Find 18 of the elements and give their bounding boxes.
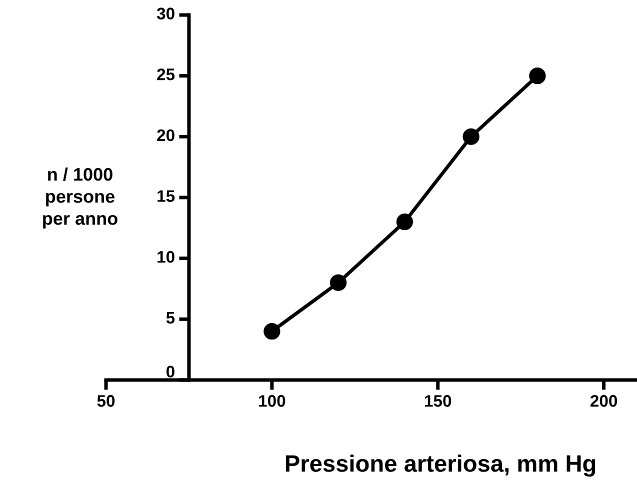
y-tick-label: 0: [166, 366, 174, 378]
point: [330, 274, 347, 291]
x-axis-title: Pressione arteriosa, mm Hg: [286, 454, 596, 477]
point: [396, 214, 414, 230]
y-tick-label: 5: [166, 312, 175, 324]
y-tick-label: 30: [156, 8, 174, 20]
y-tick-label: 10: [158, 251, 174, 263]
x-tick-label: 50: [97, 395, 115, 407]
x-tick-label: 100: [259, 395, 286, 407]
x-tick-label: 150: [425, 395, 452, 407]
y-tick-label: 25: [157, 68, 175, 80]
y-tick-label: 20: [157, 129, 174, 142]
point: [529, 68, 546, 84]
x-tick-label: 200: [590, 395, 618, 407]
point: [462, 128, 480, 145]
point: [264, 323, 280, 340]
y-axis-title: n / 1000 persone per anno: [43, 168, 118, 228]
y-tick-label: 15: [158, 190, 175, 202]
